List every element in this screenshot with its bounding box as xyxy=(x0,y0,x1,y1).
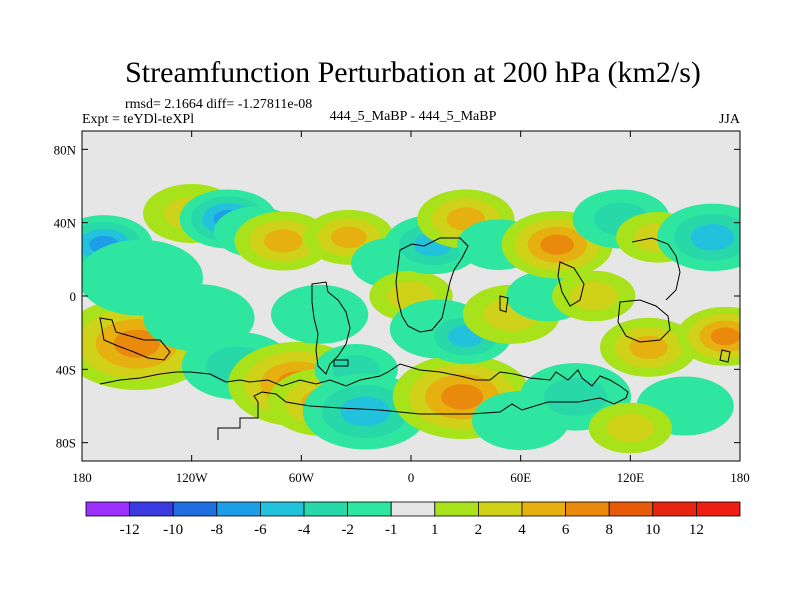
stats-label: rmsd= 2.1664 diff= -1.27811e-08 xyxy=(125,97,312,112)
colorbar-swatch xyxy=(434,501,479,517)
coastline-antarctica xyxy=(99,363,629,440)
colorbar-swatch xyxy=(129,501,174,517)
contour-cell-27-level-1 xyxy=(544,377,607,416)
x-tick-label: 120E xyxy=(617,470,645,485)
colorbar-label: 2 xyxy=(475,522,483,538)
contour-cell-28-level-1 xyxy=(570,281,618,311)
contour-cell-30-level-2 xyxy=(629,335,668,359)
colorbar-label: 12 xyxy=(689,522,704,538)
y-tick-label: 80S xyxy=(56,436,76,451)
coastline-india xyxy=(557,261,585,307)
contour-cell-35-level-1 xyxy=(606,413,654,443)
colorbar-swatch xyxy=(521,501,566,517)
coastline-australia xyxy=(617,299,671,343)
season-label: JJA xyxy=(719,112,741,127)
contour-cell-34-level-3 xyxy=(710,327,740,346)
colorbar-label: -6 xyxy=(254,522,267,538)
colorbar: -12 -10 -8 -6 -4 -2 -1 1 2 4 6 8 10 12 xyxy=(85,501,741,538)
contour-cell-11-level-0 xyxy=(270,284,369,344)
contour-cell-19-level-3 xyxy=(441,384,484,410)
colorbar-swatch xyxy=(216,501,261,517)
coastline-pacific-islands xyxy=(99,317,171,361)
contour-cell-8-level-2 xyxy=(263,229,303,253)
y-tick-label: 40N xyxy=(54,216,77,231)
x-tick-label: 0 xyxy=(408,470,415,485)
colorbar-label: -8 xyxy=(211,522,224,538)
coastline-madagascar xyxy=(499,295,509,313)
x-tick-label: 120W xyxy=(176,470,209,485)
y-axis: 80N 40N 0 40S 80S xyxy=(54,142,740,451)
colorbar-label: 8 xyxy=(605,522,613,538)
contour-cell-1-level-3 xyxy=(113,329,160,358)
center-label: 444_5_MaBP - 444_5_MaBP xyxy=(330,109,497,124)
y-tick-label: 40S xyxy=(56,362,76,377)
x-tick-label: 180 xyxy=(72,470,92,485)
colorbar-label: 1 xyxy=(431,522,439,538)
colorbar-swatch xyxy=(608,501,654,517)
contour-cell-14-level-2 xyxy=(340,396,390,427)
colorbar-label: -12 xyxy=(120,522,140,538)
colorbar-label: -2 xyxy=(341,522,354,538)
coastline-nz xyxy=(719,349,731,363)
colorbar-swatch xyxy=(390,501,436,517)
y-tick-label: 80N xyxy=(54,142,77,157)
colorbar-swatch xyxy=(477,501,523,517)
contour-fill-layer xyxy=(82,183,740,454)
colorbar-swatch xyxy=(696,501,741,517)
y-tick-label: 0 xyxy=(70,289,77,304)
colorbar-label: 10 xyxy=(645,522,660,538)
coastline-asia-east xyxy=(631,237,681,301)
x-tick-label: 60E xyxy=(510,470,531,485)
colorbar-swatch xyxy=(259,501,305,517)
coastline-south-atlantic-islands xyxy=(333,359,349,367)
colorbar-label: -1 xyxy=(385,522,398,538)
colorbar-label: 6 xyxy=(562,522,570,538)
coastline-africa xyxy=(395,237,469,333)
colorbar-swatch xyxy=(652,501,697,517)
experiment-label: Expt = teYDl-teXPl xyxy=(82,112,194,127)
x-axis: 180 120W 60W 0 60E 120E 180 xyxy=(72,131,750,485)
colorbar-swatch xyxy=(85,501,130,517)
colorbar-label: 4 xyxy=(518,522,526,538)
colorbar-swatch xyxy=(172,501,218,517)
colorbar-label: -4 xyxy=(298,522,311,538)
colorbar-swatch xyxy=(303,501,348,517)
coastline-layer xyxy=(99,237,731,440)
chart-title: Streamfunction Perturbation at 200 hPa (… xyxy=(125,56,701,89)
contour-cell-12-level-2 xyxy=(331,226,367,249)
colorbar-swatch xyxy=(565,501,610,517)
plot-area: 180 120W 60W 0 60E 120E 180 80N 40N 0 40S 80S xyxy=(54,130,750,485)
contour-cell-26-level-3 xyxy=(540,234,575,255)
colorbar-label: -10 xyxy=(163,522,183,538)
colorbar-swatch xyxy=(347,501,392,517)
x-tick-label: 180 xyxy=(730,470,750,485)
contour-cell-33-level-2 xyxy=(690,224,735,251)
x-tick-label: 60W xyxy=(289,470,315,485)
